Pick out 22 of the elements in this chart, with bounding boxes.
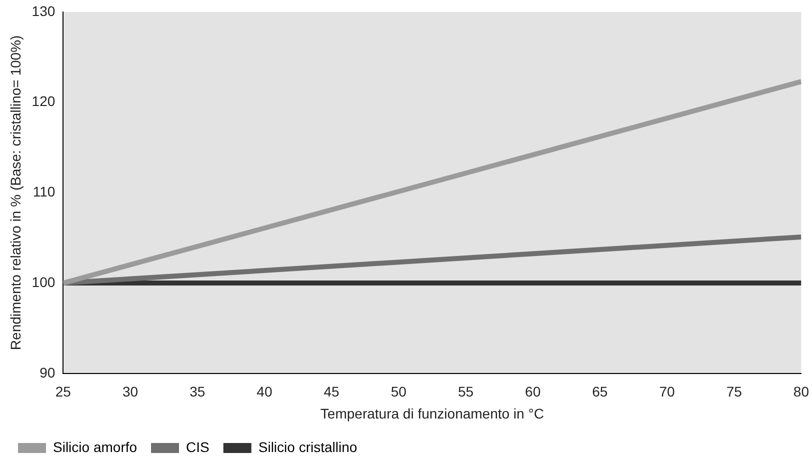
x-tick-label: 35 [190, 384, 206, 400]
y-tick-label: 130 [32, 2, 56, 19]
x-tick-label: 60 [525, 384, 541, 400]
x-axis-title: Temperatura di funzionamento in °C [320, 405, 544, 422]
x-tick-label: 40 [256, 384, 272, 400]
x-tick-label: 65 [592, 384, 608, 400]
legend-label: Silicio cristallino [258, 438, 358, 455]
x-tick-label: 70 [659, 384, 676, 400]
y-tick-label: 120 [32, 93, 56, 110]
legend-label: CIS [186, 438, 210, 455]
x-tick-label: 30 [122, 384, 138, 400]
y-tick-label: 110 [32, 184, 56, 200]
y-tick-label: 90 [40, 364, 56, 380]
x-tick-label: 55 [458, 384, 474, 400]
x-tick-label: 45 [324, 384, 340, 400]
x-tick-label: 75 [726, 384, 742, 400]
x-tick-label: 50 [390, 384, 407, 400]
legend-label: Silicio amorfo [53, 438, 138, 455]
x-tick-label: 25 [55, 384, 72, 400]
x-tick-label: 80 [793, 384, 810, 400]
y-tick-label: 100 [32, 274, 56, 290]
y-axis-title: Rendimento relativo in % (Base: cristallino= 100%) [7, 35, 24, 350]
